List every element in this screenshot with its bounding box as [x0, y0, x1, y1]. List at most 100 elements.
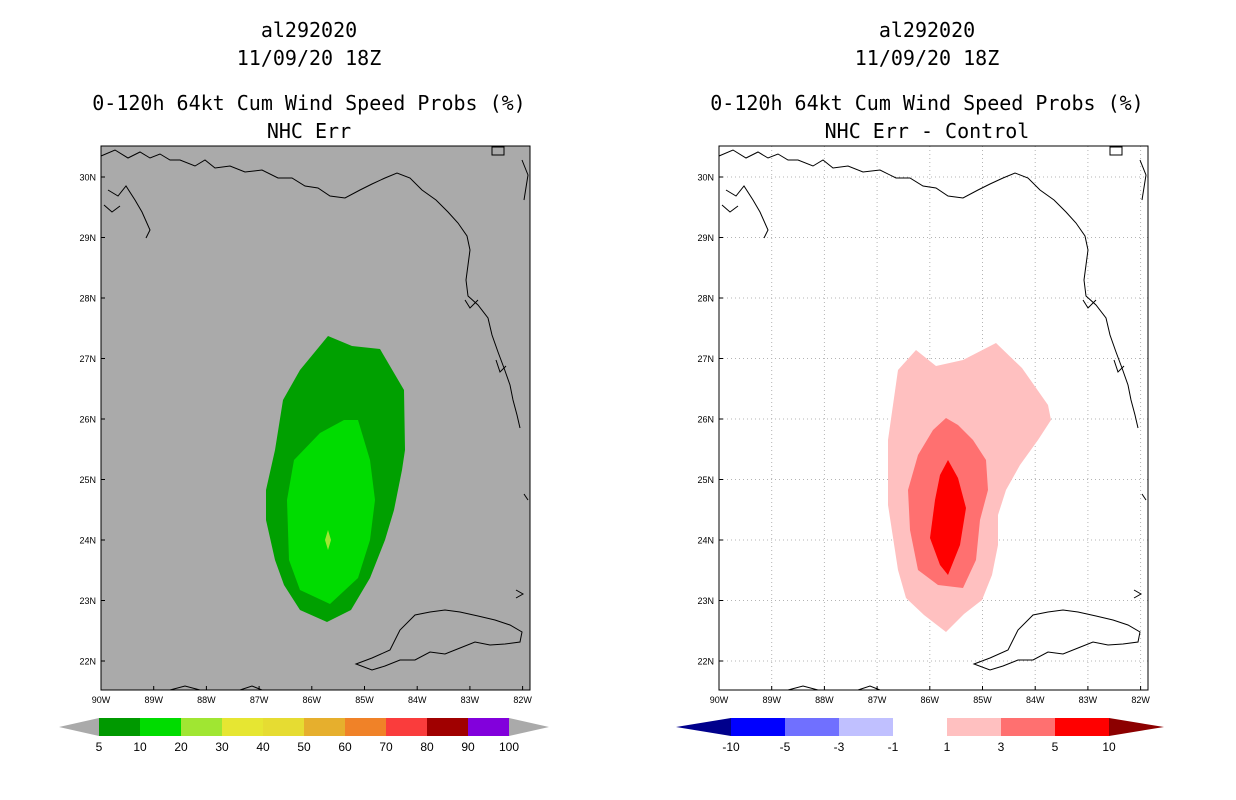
storm-id-right: al292020	[878, 18, 976, 42]
longitude-labels: 90W 89W 88W 87W 86W 85W 84W 83W 82W	[92, 686, 532, 705]
latitude-labels: 30N 29N 28N 27N 26N 25N 24N 23N 22N	[697, 173, 723, 667]
lon-label: 85W	[355, 695, 374, 705]
colorbar-right-arrow	[1109, 718, 1164, 736]
lon-label: 84W	[1026, 695, 1045, 705]
lon-label: 84W	[408, 695, 427, 705]
colorbar-swatch	[181, 718, 222, 736]
lat-label: 26N	[697, 415, 714, 425]
probability-contours	[266, 336, 405, 622]
colorbar-label: 80	[420, 740, 434, 754]
contour-plus5	[930, 460, 966, 575]
colorbar-swatch	[304, 718, 345, 736]
latitude-labels: 30N 29N 28N 27N 26N 25N 24N 23N 22N	[79, 173, 105, 667]
colorbar-label: 30	[215, 740, 229, 754]
lat-label: 27N	[79, 354, 96, 364]
colorbar-label: 3	[998, 740, 1005, 754]
colorbar-swatch	[1055, 718, 1109, 736]
lat-label: 27N	[697, 354, 714, 364]
colorbar-left: 5 10 20 30 40 50 60 70 80 90 100	[59, 718, 549, 754]
lon-label: 86W	[921, 695, 940, 705]
colorbar-swatch	[140, 718, 181, 736]
lat-label: 30N	[697, 173, 714, 183]
lon-label: 90W	[710, 695, 729, 705]
right-panel: al292020 11/09/20 18Z 0-120h 64kt Cum Wi…	[618, 0, 1236, 800]
datetime-left: 11/09/20 18Z	[236, 46, 382, 70]
coastline	[100, 146, 529, 691]
lon-label: 88W	[197, 695, 216, 705]
left-panel: al292020 11/09/20 18Z 0-120h 64kt Cum Wi…	[59, 18, 549, 754]
lon-label: 82W	[513, 695, 532, 705]
colorbar-swatch	[427, 718, 468, 736]
lat-label: 22N	[79, 657, 96, 667]
lat-label: 24N	[697, 536, 714, 546]
colorbar-label: 90	[461, 740, 475, 754]
lon-label: 83W	[1079, 695, 1098, 705]
colorbar-swatch	[785, 718, 839, 736]
product-title-right: 0-120h 64kt Cum Wind Speed Probs (%)	[710, 91, 1144, 115]
colorbar-swatch	[99, 718, 140, 736]
colorbar-left-arrow	[59, 718, 99, 736]
colorbar-swatch	[1001, 718, 1055, 736]
colorbar-swatch	[468, 718, 509, 736]
colorbar-swatch	[893, 718, 947, 736]
lon-label: 88W	[815, 695, 834, 705]
lat-label: 30N	[79, 173, 96, 183]
colorbar-left-arrow	[676, 718, 731, 736]
colorbar-swatch	[839, 718, 893, 736]
colorbar-swatch	[222, 718, 263, 736]
lon-label: 86W	[303, 695, 322, 705]
colorbar-swatch	[345, 718, 386, 736]
contour-20pct-core	[325, 530, 331, 550]
map-frame	[718, 145, 1149, 691]
subtitle-right: NHC Err - Control	[824, 119, 1030, 143]
lat-label: 29N	[79, 233, 96, 243]
colorbar-label: -1	[888, 740, 899, 754]
lon-label: 89W	[144, 695, 163, 705]
map-right: 30N 29N 28N 27N 26N 25N 24N 23N 22N 90W 89W 88W 87W…	[676, 145, 1164, 754]
colorbar-label: 1	[944, 740, 951, 754]
colorbar-label: -3	[834, 740, 845, 754]
product-title-left: 0-120h 64kt Cum Wind Speed Probs (%)	[92, 91, 526, 115]
lon-label: 83W	[461, 695, 480, 705]
colorbar-label: 5	[1052, 740, 1059, 754]
colorbar-swatch	[947, 718, 1001, 736]
contour-10pct	[287, 420, 375, 604]
lon-label: 87W	[868, 695, 887, 705]
coastline	[718, 146, 1147, 691]
lat-label: 25N	[697, 475, 714, 485]
colorbar-label: 50	[297, 740, 311, 754]
lat-label: 24N	[79, 536, 96, 546]
lat-label: 23N	[697, 596, 714, 606]
colorbar-right-arrow	[509, 718, 549, 736]
colorbar-label: 40	[256, 740, 270, 754]
lat-label: 26N	[79, 415, 96, 425]
colorbar-label: 10	[133, 740, 147, 754]
colorbar-swatch	[263, 718, 304, 736]
difference-contours	[888, 343, 1051, 632]
subtitle-left: NHC Err	[266, 119, 352, 143]
lat-label: 23N	[79, 596, 96, 606]
colorbar-label: 5	[96, 740, 103, 754]
map-frame	[100, 145, 531, 691]
lat-label: 25N	[79, 475, 96, 485]
lat-label: 28N	[697, 294, 714, 304]
lon-label: 82W	[1131, 695, 1150, 705]
colorbar-swatch	[386, 718, 427, 736]
colorbar-right: -10 -5 -3 -1 1 3 5 10	[676, 718, 1164, 754]
colorbar-label: -10	[722, 740, 740, 754]
colorbar-label: 60	[338, 740, 352, 754]
colorbar-label: 70	[379, 740, 393, 754]
colorbar-swatch	[731, 718, 785, 736]
datetime-right: 11/09/20 18Z	[854, 46, 1000, 70]
longitude-labels: 90W 89W 88W 87W 86W 85W 84W 83W 82W	[710, 686, 1150, 705]
lon-label: 85W	[973, 695, 992, 705]
lat-label: 22N	[697, 657, 714, 667]
lat-label: 28N	[79, 294, 96, 304]
lon-label: 89W	[762, 695, 781, 705]
lat-label: 29N	[697, 233, 714, 243]
colorbar-label: -5	[780, 740, 791, 754]
colorbar-label: 20	[174, 740, 188, 754]
colorbar-label: 10	[1102, 740, 1116, 754]
lon-label: 90W	[92, 695, 111, 705]
storm-id-left: al292020	[260, 18, 358, 42]
